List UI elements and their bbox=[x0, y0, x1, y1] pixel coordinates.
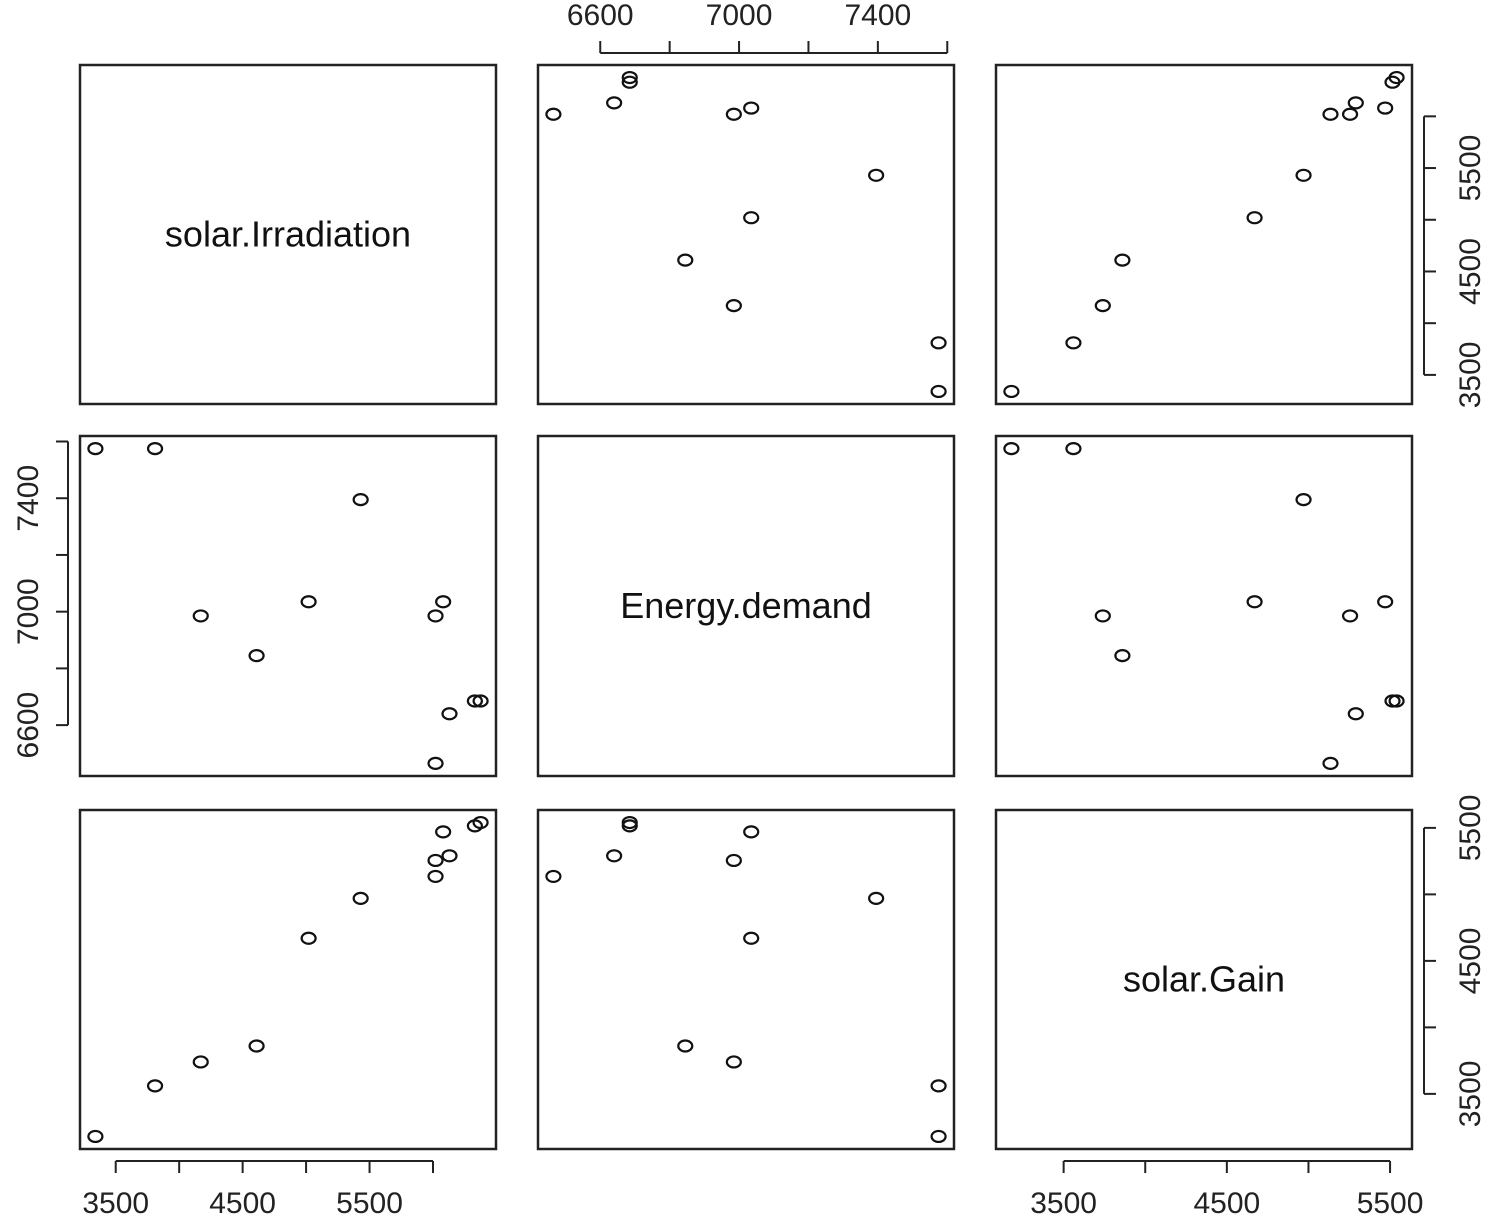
data-point bbox=[1322, 756, 1339, 771]
data-point bbox=[725, 853, 742, 868]
data-point bbox=[1094, 299, 1111, 313]
data-point bbox=[192, 1055, 209, 1069]
data-point bbox=[930, 1129, 947, 1144]
data-point bbox=[725, 107, 742, 121]
data-point bbox=[868, 168, 885, 182]
data-point bbox=[146, 1079, 164, 1093]
tick-label: 5500 bbox=[1454, 795, 1487, 862]
tick-label: 7000 bbox=[706, 0, 773, 32]
tick-label: 4500 bbox=[1193, 1187, 1260, 1220]
tick-label: 7000 bbox=[12, 578, 45, 645]
tick-label: 7400 bbox=[12, 465, 45, 532]
panel-frame bbox=[536, 808, 956, 1151]
tick-label: 7400 bbox=[844, 0, 911, 32]
data-point bbox=[606, 96, 623, 110]
data-point bbox=[248, 1039, 265, 1053]
data-point bbox=[621, 815, 638, 830]
data-point bbox=[1094, 609, 1111, 623]
panel-frame bbox=[994, 434, 1414, 778]
data-point bbox=[248, 649, 265, 663]
data-point bbox=[621, 70, 638, 85]
data-point bbox=[1246, 211, 1263, 225]
data-point bbox=[435, 825, 452, 839]
data-point bbox=[427, 869, 444, 884]
tick-label: 3500 bbox=[1030, 1187, 1097, 1220]
data-point bbox=[472, 694, 489, 708]
data-point bbox=[1341, 609, 1359, 623]
data-point bbox=[352, 493, 369, 507]
data-point bbox=[1114, 253, 1131, 267]
data-point bbox=[930, 336, 947, 350]
data-point bbox=[427, 756, 444, 771]
data-point bbox=[1295, 168, 1312, 182]
data-point bbox=[743, 101, 760, 115]
data-point bbox=[868, 891, 885, 905]
tick-label: 4500 bbox=[209, 1187, 276, 1220]
data-point bbox=[1322, 107, 1339, 121]
panel-frame bbox=[536, 434, 956, 778]
panel-frame bbox=[994, 808, 1414, 1151]
tick-label: 5500 bbox=[336, 1187, 403, 1220]
panel-frame bbox=[536, 63, 956, 406]
data-point bbox=[466, 694, 483, 708]
data-point bbox=[427, 853, 444, 868]
tick-label: 3500 bbox=[1454, 1061, 1487, 1128]
tick-label: 5500 bbox=[1454, 135, 1487, 202]
data-point bbox=[1388, 70, 1405, 85]
data-point bbox=[352, 891, 369, 905]
data-point bbox=[743, 825, 760, 839]
data-point bbox=[300, 931, 317, 945]
data-point bbox=[725, 299, 742, 313]
data-point bbox=[545, 869, 562, 884]
panel-frame bbox=[78, 63, 498, 406]
tick-label: 3500 bbox=[82, 1187, 149, 1220]
tick-label: 3500 bbox=[1454, 342, 1487, 409]
data-point bbox=[1388, 694, 1405, 708]
diagonal-label: solar.Irradiation bbox=[165, 214, 411, 255]
data-point bbox=[87, 1129, 104, 1144]
data-point bbox=[677, 1039, 694, 1053]
data-point bbox=[930, 384, 947, 399]
panel-frame bbox=[78, 434, 498, 778]
data-point bbox=[606, 849, 623, 863]
data-point bbox=[545, 107, 562, 121]
data-point bbox=[1246, 595, 1263, 609]
tick-label: 6600 bbox=[12, 692, 45, 759]
data-point bbox=[621, 75, 638, 89]
tick-label: 5500 bbox=[1357, 1187, 1424, 1220]
data-point bbox=[192, 609, 209, 623]
data-point bbox=[146, 441, 164, 456]
tick-label: 6600 bbox=[567, 0, 634, 32]
diagonal-label: Energy.demand bbox=[620, 585, 872, 626]
data-point bbox=[1003, 441, 1020, 456]
data-point bbox=[87, 441, 104, 456]
data-point bbox=[725, 1055, 742, 1069]
tick-label: 4500 bbox=[1454, 238, 1487, 305]
data-point bbox=[441, 707, 458, 721]
data-point bbox=[1003, 384, 1020, 399]
data-point bbox=[1065, 441, 1082, 456]
data-point bbox=[1347, 707, 1364, 721]
data-point bbox=[1341, 107, 1359, 121]
data-point bbox=[1114, 649, 1131, 663]
data-point bbox=[743, 211, 760, 225]
data-point bbox=[1377, 595, 1394, 609]
data-point bbox=[1295, 493, 1312, 507]
panel-frame bbox=[78, 808, 498, 1151]
data-point bbox=[1347, 96, 1364, 110]
data-point bbox=[427, 609, 444, 623]
diagonal-label: solar.Gain bbox=[1123, 959, 1285, 1000]
data-point bbox=[435, 595, 452, 609]
data-point bbox=[441, 849, 458, 863]
data-point bbox=[1065, 336, 1082, 350]
tick-label: 4500 bbox=[1454, 928, 1487, 995]
data-point bbox=[677, 253, 694, 267]
panel-frame bbox=[994, 63, 1414, 406]
data-point bbox=[930, 1079, 947, 1093]
data-point bbox=[743, 931, 760, 945]
data-point bbox=[1377, 101, 1394, 115]
data-point bbox=[300, 595, 317, 609]
data-point bbox=[472, 815, 489, 830]
